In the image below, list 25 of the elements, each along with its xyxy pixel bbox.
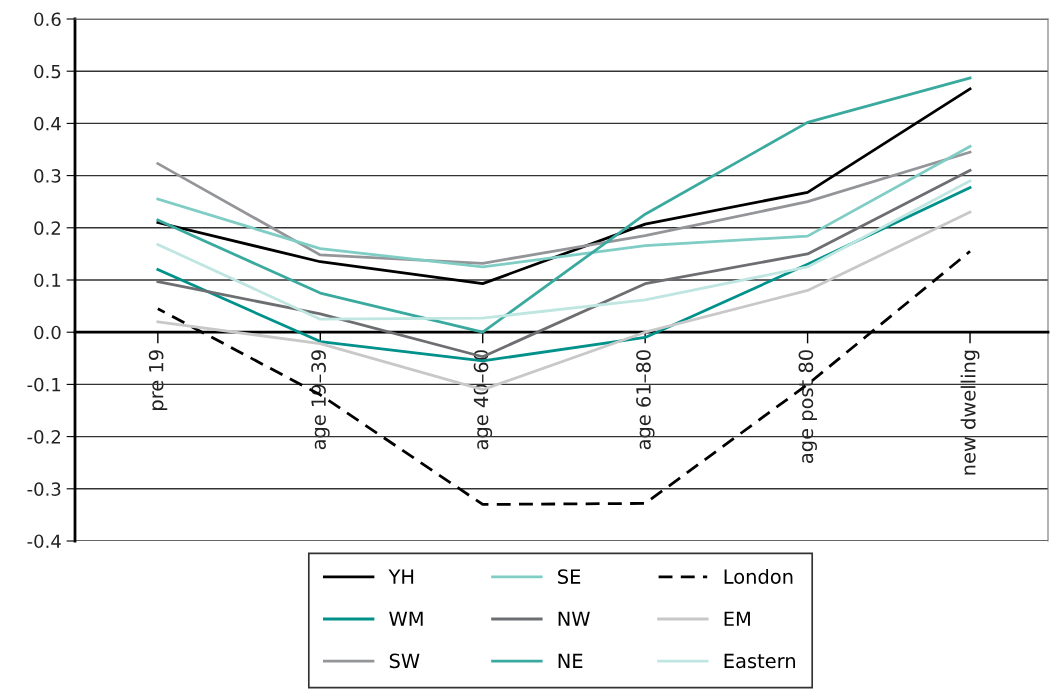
legend-label: EM — [724, 611, 750, 626]
legend-label: WM — [389, 611, 423, 626]
legend-label: NW — [558, 611, 590, 626]
y-tick-label: 0.4 — [34, 116, 61, 131]
y-tick-label: 0.5 — [34, 64, 61, 79]
legend-label: SE — [558, 569, 581, 584]
y-tick-label: -0.2 — [27, 430, 60, 444]
y-tick-label: 0.2 — [34, 221, 60, 235]
y-tick-label: -0.3 — [27, 482, 61, 496]
x-tick-label: pre 19 — [148, 350, 168, 410]
y-tick-label: -0.4 — [27, 534, 61, 549]
legend-label: YH — [388, 569, 414, 584]
x-tick-label: age 40–60 — [473, 350, 493, 450]
legend-label: Eastern — [724, 653, 795, 669]
x-tick-label: new dwelling — [960, 350, 980, 475]
y-tick-label: 0.0 — [34, 325, 61, 340]
legend-label: NE — [558, 653, 583, 668]
y-tick-label: -0.1 — [27, 377, 61, 392]
x-tick-label: age 19–39 — [311, 350, 330, 450]
legend-label: SW — [389, 653, 420, 669]
legend-label: London — [724, 568, 793, 584]
y-tick-label: 0.6 — [34, 12, 61, 27]
x-tick-label: age 61–80 — [636, 350, 655, 450]
y-tick-label: 0.3 — [34, 169, 61, 183]
y-tick-label: 0.1 — [34, 273, 61, 288]
